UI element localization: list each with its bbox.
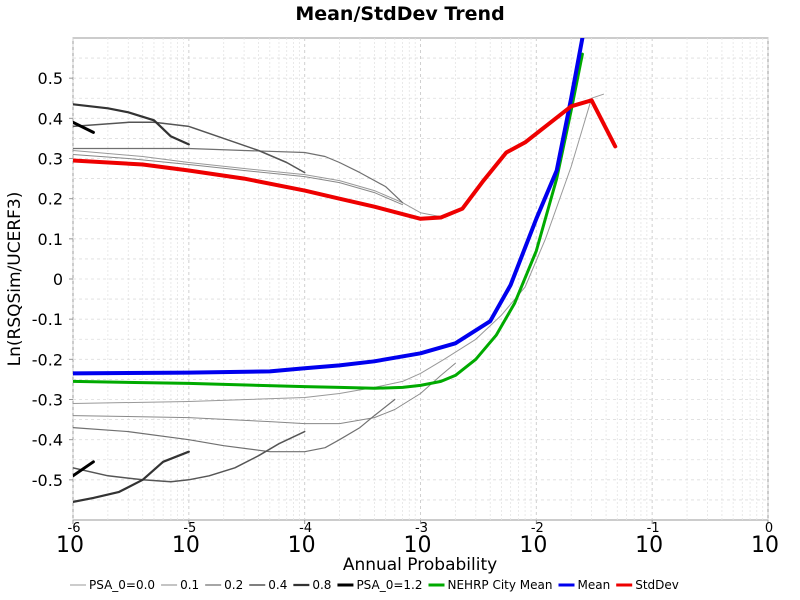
- y-tick-label: -0.5: [32, 471, 63, 490]
- x-tick-exponent: 0: [765, 521, 773, 536]
- series-line-3-1: [73, 430, 306, 483]
- y-tick-label: 0.2: [38, 190, 63, 209]
- series-line-2-0: [73, 147, 404, 204]
- legend-label-5: PSA_0=1.2: [356, 578, 422, 592]
- legend-label-0: PSA_0=0.0: [89, 578, 155, 592]
- y-tick-label: 0.1: [38, 230, 63, 249]
- x-tick-base: 10: [635, 533, 663, 558]
- y-tick-label: 0.3: [38, 150, 63, 169]
- series-line-2-1: [73, 398, 396, 453]
- x-tick-exponent: -5: [183, 521, 196, 536]
- x-tick-base: 10: [751, 533, 779, 558]
- y-tick-label: -0.4: [32, 431, 63, 450]
- x-tick-exponent: -6: [68, 521, 81, 536]
- series-line-5-1: [73, 460, 95, 478]
- x-tick-exponent: -1: [647, 521, 660, 536]
- x-tick-base: 10: [519, 533, 547, 558]
- y-tick-label: 0.4: [38, 109, 63, 128]
- series-line-3-0: [73, 121, 306, 174]
- series-line-6-0: [73, 52, 584, 390]
- x-tick-base: 10: [404, 533, 432, 558]
- legend-label-7: Mean: [578, 578, 611, 592]
- y-tick-label: -0.2: [32, 350, 63, 369]
- series-line-1-0: [73, 154, 404, 206]
- series-line-7-0: [73, 38, 585, 376]
- y-axis-label: Ln(RSQSim/UCERF3): [5, 192, 25, 367]
- legend-label-1: 0.1: [180, 578, 199, 592]
- y-tick-label: 0: [53, 270, 63, 289]
- legend-label-2: 0.2: [224, 578, 243, 592]
- x-tick-base: 10: [56, 533, 84, 558]
- legend-label-6: NEHRP City Mean: [448, 578, 553, 592]
- y-tick-label: -0.3: [32, 391, 63, 410]
- series-line-4-1: [73, 450, 190, 503]
- series-line-0-0: [73, 150, 442, 218]
- chart-title: Mean/StdDev Trend: [295, 3, 504, 25]
- series-line-5-0: [73, 120, 95, 134]
- x-axis-label: Annual Probability: [343, 555, 497, 575]
- series-layer: [73, 38, 618, 503]
- y-tick-label: -0.1: [32, 310, 63, 329]
- legend-label-8: StdDev: [635, 578, 679, 592]
- x-tick-exponent: -4: [299, 521, 312, 536]
- x-tick-base: 10: [172, 533, 200, 558]
- legend-label-4: 0.8: [312, 578, 331, 592]
- legend: PSA_0=0.0 0.1 0.2 0.4 0.8 PSA_0=1.2 NEHRP City…: [70, 578, 679, 592]
- series-line-8-0: [73, 98, 618, 221]
- legend-label-3: 0.4: [268, 578, 287, 592]
- series-line-0-1: [73, 93, 604, 404]
- x-tick-exponent: -3: [415, 521, 428, 536]
- x-tick-exponent: -2: [531, 521, 544, 536]
- y-axis-ticks: -0.5 -0.4 -0.3 -0.2 -0.1 0 0.1 0.2 0.3 0.4 0.5: [32, 69, 73, 490]
- grid-lines: [72, 38, 769, 520]
- series-line-4-0: [73, 103, 190, 146]
- x-tick-base: 10: [288, 533, 316, 558]
- y-tick-label: 0.5: [38, 69, 63, 88]
